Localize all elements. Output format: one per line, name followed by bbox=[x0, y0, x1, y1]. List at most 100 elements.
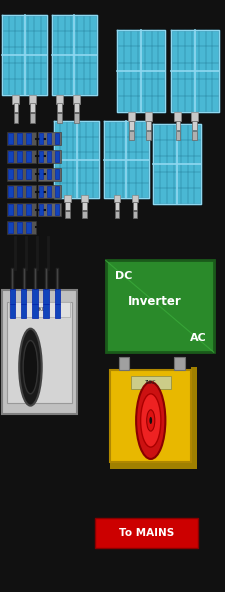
Bar bbox=[192, 131, 197, 140]
Bar bbox=[30, 103, 35, 112]
Bar bbox=[39, 133, 43, 144]
Bar bbox=[38, 203, 61, 216]
Bar bbox=[17, 133, 22, 144]
Bar bbox=[81, 195, 88, 202]
Bar bbox=[74, 113, 79, 123]
Bar bbox=[39, 204, 43, 215]
Bar bbox=[174, 357, 184, 370]
Bar bbox=[117, 30, 165, 112]
Bar bbox=[130, 376, 171, 389]
Bar bbox=[56, 95, 63, 104]
Bar bbox=[176, 121, 180, 130]
Bar bbox=[47, 186, 51, 197]
Circle shape bbox=[136, 382, 165, 459]
Bar bbox=[21, 289, 26, 304]
Bar bbox=[64, 195, 71, 202]
Bar bbox=[110, 370, 191, 462]
Bar bbox=[17, 222, 22, 233]
Bar bbox=[55, 289, 60, 304]
Bar bbox=[17, 186, 22, 197]
Bar bbox=[17, 151, 22, 162]
Bar bbox=[8, 204, 13, 215]
Bar bbox=[26, 133, 31, 144]
Bar bbox=[110, 461, 197, 469]
Bar bbox=[26, 222, 31, 233]
Bar bbox=[38, 168, 61, 181]
Bar bbox=[8, 133, 13, 144]
Bar bbox=[65, 211, 70, 218]
Bar bbox=[192, 121, 197, 130]
Bar bbox=[104, 121, 148, 198]
Bar bbox=[115, 202, 119, 210]
Bar bbox=[8, 151, 13, 162]
Bar bbox=[115, 211, 119, 218]
Bar bbox=[17, 169, 22, 179]
Bar bbox=[14, 103, 18, 112]
Bar bbox=[39, 169, 43, 179]
Bar bbox=[145, 112, 152, 121]
Bar bbox=[38, 150, 61, 163]
Bar bbox=[17, 204, 22, 215]
Bar bbox=[82, 202, 87, 210]
Bar bbox=[55, 169, 59, 179]
Text: Inverter: Inverter bbox=[128, 295, 181, 308]
Bar bbox=[29, 95, 36, 104]
Bar bbox=[7, 302, 72, 403]
Bar bbox=[55, 186, 59, 197]
Bar bbox=[21, 304, 26, 318]
Bar bbox=[39, 151, 43, 162]
Circle shape bbox=[149, 417, 152, 424]
Bar bbox=[32, 289, 38, 304]
Bar bbox=[94, 518, 198, 548]
Bar bbox=[26, 151, 31, 162]
Bar bbox=[128, 112, 135, 121]
Bar bbox=[57, 103, 62, 112]
Bar bbox=[7, 221, 36, 234]
Bar bbox=[47, 151, 51, 162]
Bar bbox=[26, 186, 31, 197]
Circle shape bbox=[147, 410, 155, 431]
Ellipse shape bbox=[19, 329, 42, 406]
Bar bbox=[38, 132, 61, 145]
Bar bbox=[52, 15, 97, 95]
Bar bbox=[8, 222, 13, 233]
Bar bbox=[26, 169, 31, 179]
Bar bbox=[7, 185, 36, 198]
Bar bbox=[146, 121, 151, 130]
Bar bbox=[8, 186, 13, 197]
Bar bbox=[10, 304, 15, 318]
Bar bbox=[38, 185, 61, 198]
Bar bbox=[191, 112, 198, 121]
Bar bbox=[7, 168, 36, 181]
Bar bbox=[174, 112, 181, 121]
Bar bbox=[129, 121, 134, 130]
Text: TNKC: TNKC bbox=[145, 380, 157, 385]
Bar bbox=[7, 203, 36, 216]
Bar bbox=[55, 304, 60, 318]
Bar bbox=[12, 95, 19, 104]
Bar bbox=[7, 150, 36, 163]
Bar bbox=[129, 131, 134, 140]
Bar bbox=[55, 151, 59, 162]
Bar bbox=[114, 195, 120, 202]
Bar bbox=[26, 204, 31, 215]
Bar bbox=[55, 204, 59, 215]
Bar bbox=[2, 290, 76, 414]
Bar bbox=[176, 131, 180, 140]
Bar bbox=[191, 367, 197, 468]
Bar bbox=[133, 202, 137, 210]
Bar bbox=[106, 260, 214, 352]
Text: DC: DC bbox=[115, 271, 132, 281]
Bar bbox=[30, 113, 35, 123]
Bar bbox=[73, 95, 80, 104]
Bar bbox=[10, 289, 15, 304]
Bar bbox=[57, 113, 62, 123]
Bar bbox=[132, 195, 138, 202]
Bar bbox=[47, 204, 51, 215]
Bar bbox=[54, 121, 99, 198]
Bar bbox=[39, 186, 43, 197]
Circle shape bbox=[141, 394, 161, 447]
Text: To MAINS: To MAINS bbox=[119, 528, 174, 538]
Bar bbox=[74, 103, 79, 112]
Bar bbox=[55, 133, 59, 144]
